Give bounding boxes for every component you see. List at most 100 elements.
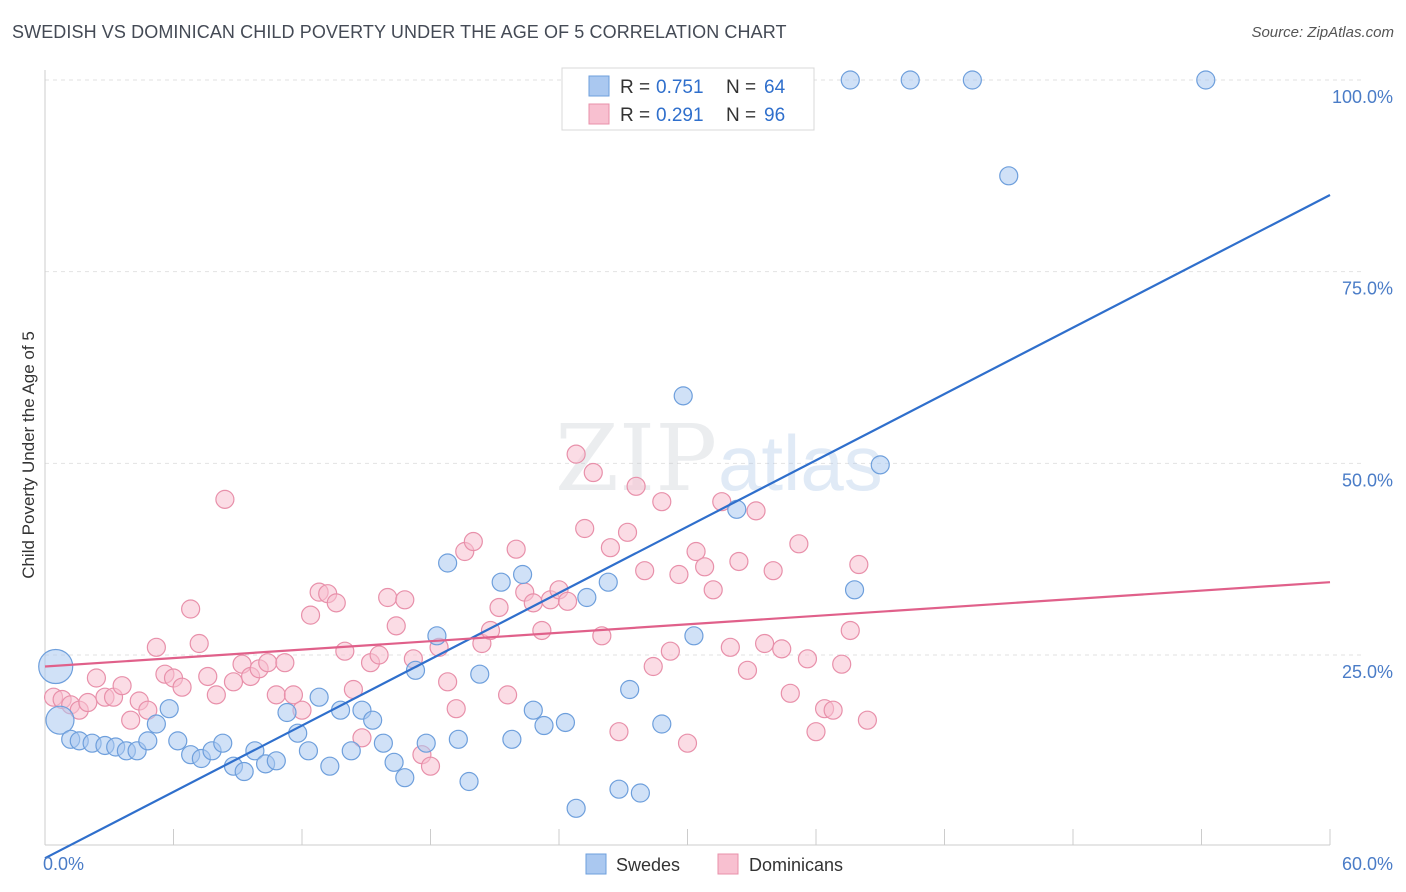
dominicans-point (326, 593, 346, 613)
swedes-point (320, 756, 340, 776)
dominicans-point (215, 489, 235, 509)
dominicans-point (181, 599, 201, 619)
dominicans-point (617, 522, 638, 542)
x-tick-label: 60.0% (1342, 854, 1393, 874)
swedes-point (870, 455, 890, 475)
dominicans-point (532, 620, 552, 641)
trend-lines (44, 194, 1331, 860)
swedes-point (1196, 70, 1216, 90)
dominicans-point (78, 692, 98, 713)
swedes-point (266, 751, 286, 771)
dominicans-point (266, 685, 286, 705)
swedes-point (673, 386, 693, 406)
dominicans-point (300, 605, 321, 625)
dominicans-point (780, 683, 800, 703)
swedes-point (577, 587, 597, 608)
dominicans-point (857, 710, 878, 730)
dominicans-point (395, 590, 415, 610)
swedes-point (566, 798, 586, 818)
legend-swedes-r-label: R = (620, 77, 650, 98)
dominicans-point (198, 666, 218, 687)
swedes-trend-line (44, 194, 1331, 860)
dominicans-point (223, 672, 244, 692)
dominicans-point (283, 685, 304, 705)
dominicans-point (686, 541, 706, 562)
legend-dominicans-n-value: 96 (764, 105, 785, 126)
swedes-point (373, 733, 393, 753)
dominicans-point (189, 633, 209, 654)
dominicans-point (806, 722, 826, 742)
dominicans-point (746, 501, 766, 521)
tick-labels: 25.0% 50.0% 75.0% 100.0% 0.0% 60.0% (43, 87, 1393, 874)
legend-swedes-swatch (588, 75, 610, 97)
bottom-legend-dominicans-swatch (717, 853, 739, 875)
swedes-point (234, 761, 254, 782)
dominicans-point (378, 587, 398, 608)
dominicans-point (703, 580, 723, 600)
dominicans-point (677, 733, 698, 753)
dominicans-point (797, 649, 818, 669)
swedes-point (598, 572, 618, 592)
swedes-point (491, 572, 511, 592)
swedes-point (534, 715, 554, 736)
dominicans-point (720, 637, 740, 657)
dominicans-point (463, 531, 483, 552)
dominicans-point (635, 561, 655, 581)
swedes-point (512, 564, 533, 585)
chart-title: SWEDISH VS DOMINICAN CHILD POVERTY UNDER… (12, 22, 787, 42)
swedes-point (159, 699, 179, 719)
dominicans-point (369, 645, 389, 665)
swedes-point (395, 768, 415, 788)
swedes-point (448, 729, 468, 749)
axes (44, 70, 1331, 846)
swedes-point (45, 705, 75, 735)
dominicans-trend-line (44, 581, 1331, 668)
bottom-legend-swedes-label: Swedes (616, 855, 680, 875)
dominicans-point (652, 492, 672, 512)
y-tick-label: 50.0% (1342, 470, 1393, 490)
dominicans-point (763, 561, 783, 581)
swedes-point (684, 626, 704, 646)
swedes-point (146, 714, 166, 734)
dominicans-point (438, 672, 458, 692)
swedes-point (459, 771, 479, 792)
dominicans-point (823, 700, 843, 720)
swedes-point (277, 702, 297, 723)
swedes-point (168, 731, 188, 751)
swedes-point (523, 700, 543, 720)
bottom-legend: Swedes Dominicans (585, 853, 843, 875)
dominicans-point (660, 641, 680, 661)
swedes-points (38, 70, 1216, 818)
legend-swedes-r-value: 0.751 (656, 77, 704, 98)
swedes-point (962, 70, 982, 90)
swedes-point (900, 70, 920, 90)
dominicans-point (583, 462, 603, 483)
dominicans-point (206, 685, 226, 705)
swedes-point (502, 729, 522, 749)
dominicans-point (138, 700, 158, 720)
dominicans-point (498, 685, 518, 705)
dominicans-point (626, 476, 646, 496)
swedes-point (384, 752, 404, 772)
swedes-point (363, 710, 383, 730)
dominicans-point (609, 722, 629, 742)
dominicans-point (643, 656, 663, 677)
dominicans-point (789, 534, 809, 554)
swedes-point (298, 741, 319, 761)
bottom-legend-swedes-swatch (585, 853, 607, 875)
dominicans-point (729, 551, 749, 572)
legend-dominicans-n-label: N = (726, 105, 756, 126)
dominicans-point (506, 539, 526, 559)
legend-swedes-n-value: 64 (764, 77, 786, 98)
dominicans-point (386, 616, 406, 636)
y-tick-label: 75.0% (1342, 279, 1393, 299)
dominicans-point (489, 597, 509, 618)
swedes-point (999, 166, 1019, 186)
chart-source: Source: ZipAtlas.com (1251, 24, 1394, 41)
dominicans-point (446, 699, 466, 719)
swedes-point (213, 733, 233, 753)
bottom-legend-dominicans-label: Dominicans (749, 855, 843, 875)
dominicans-point (557, 591, 578, 611)
y-tick-label: 100.0% (1332, 87, 1393, 107)
dominicans-point (772, 639, 792, 659)
